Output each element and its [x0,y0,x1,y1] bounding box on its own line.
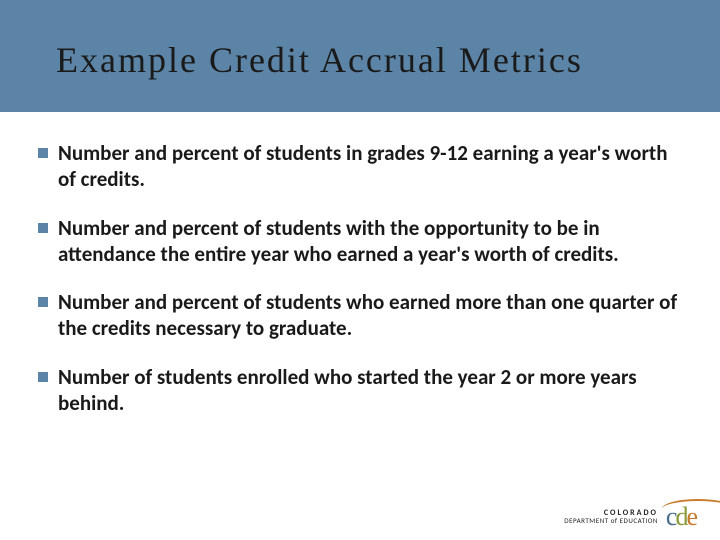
cde-swoosh-icon [662,499,720,509]
bullet-item: Number and percent of students in grades… [38,140,682,193]
cde-logo-icon: c d e [666,505,698,528]
bullet-text: Number and percent of students with the … [58,215,682,268]
bullet-marker-icon [38,223,48,233]
footer-org-text: COLORADO DEPARTMENT of EDUCATION [564,509,658,524]
bullet-item: Number and percent of students with the … [38,215,682,268]
bullet-marker-icon [38,372,48,382]
slide-body: Number and percent of students in grades… [0,112,720,416]
bullet-text: Number and percent of students in grades… [58,140,682,193]
bullet-marker-icon [38,297,48,307]
bullet-item: Number and percent of students who earne… [38,289,682,342]
bullet-text: Number of students enrolled who started … [58,364,682,417]
title-band: Example Credit Accrual Metrics [0,0,720,112]
footer-logo: COLORADO DEPARTMENT of EDUCATION c d e [564,505,698,528]
slide-title: Example Credit Accrual Metrics [56,39,583,81]
footer-org-line2: DEPARTMENT of EDUCATION [564,517,658,524]
bullet-marker-icon [38,148,48,158]
bullet-text: Number and percent of students who earne… [58,289,682,342]
bullet-item: Number of students enrolled who started … [38,364,682,417]
